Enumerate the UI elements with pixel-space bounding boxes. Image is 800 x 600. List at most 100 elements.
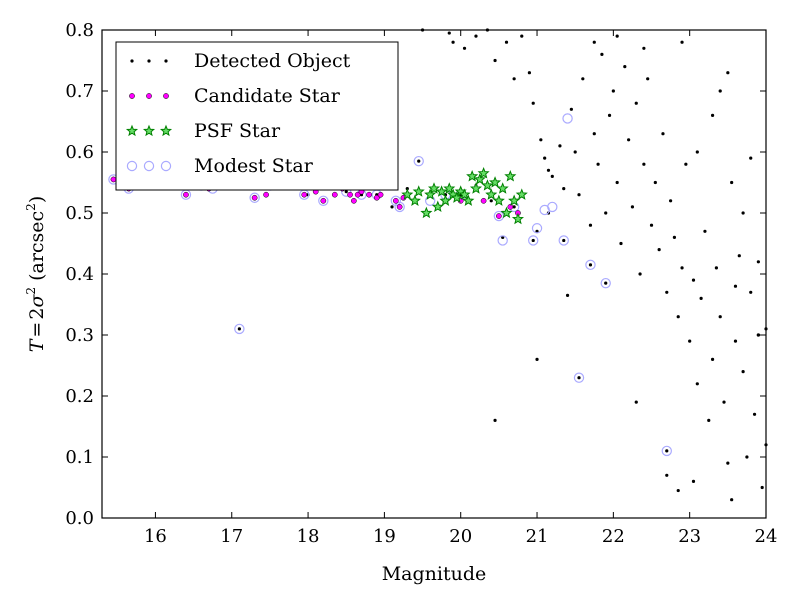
modest-star-point — [390, 195, 402, 206]
y-axis-label-lhs: T — [26, 338, 48, 352]
x-tick-label: 18 — [297, 526, 320, 547]
detected-object-point — [672, 235, 677, 239]
detected-object-point — [756, 260, 760, 264]
detected-object-point — [344, 190, 348, 194]
legend-marker-modest-star — [143, 160, 155, 172]
candidate-star-point — [496, 213, 502, 219]
psf-star-point — [412, 185, 425, 197]
detected-object-point — [462, 46, 467, 50]
modest-star-point — [600, 277, 611, 289]
modest-star-point — [558, 235, 569, 246]
legend-entry-psf-star: PSF Star — [125, 120, 281, 142]
detected-object-point — [680, 40, 684, 44]
detected-object-point — [691, 479, 696, 483]
candidate-star-point — [351, 197, 357, 204]
modest-star-point — [562, 113, 573, 124]
detected-object-point — [615, 34, 619, 38]
candidate-star-point — [347, 191, 353, 198]
detected-object-point — [588, 223, 593, 227]
detected-object-point — [653, 180, 657, 185]
psf-star-point — [420, 206, 433, 219]
y-axis-ticks: 0.0 0.1 0.2 0.3 0.4 0.5 0.6 0.7 0.8 — [65, 20, 766, 529]
psf-star-point — [450, 191, 463, 203]
detected-object-point — [749, 290, 753, 294]
detected-object-point — [550, 174, 554, 178]
detected-object-point — [710, 113, 715, 117]
psf-star-point — [462, 194, 475, 206]
detected-object-point — [714, 266, 718, 270]
psf-star-point — [504, 170, 517, 182]
candidate-star-point — [331, 191, 338, 198]
detected-object-point — [665, 290, 669, 294]
legend: Detected Object Candidate Star PSF Star Mod… — [115, 41, 399, 191]
legend-label-candidate-star: Candidate Star — [194, 85, 341, 107]
candidate-star-point — [263, 191, 269, 198]
detected-object-point — [730, 180, 734, 185]
detected-object-point — [733, 284, 738, 288]
detected-object-point — [691, 278, 696, 282]
x-tick-label: 24 — [755, 526, 778, 547]
detected-object-point — [688, 339, 692, 343]
legend-marker-detected-object — [164, 59, 168, 63]
detected-object-point — [615, 180, 619, 185]
legend-marker-psf-star — [142, 124, 156, 137]
psf-star-point — [466, 170, 479, 182]
detected-object-point — [504, 40, 509, 44]
legend-marker-candidate-star — [146, 93, 152, 99]
legend-box — [115, 41, 399, 191]
detected-object-point — [718, 89, 722, 93]
psf-star-point — [477, 167, 490, 179]
y-tick-label: 0.4 — [65, 264, 94, 285]
detected-object-point — [695, 150, 699, 154]
detected-object-point — [535, 229, 539, 233]
modest-star-point — [413, 155, 424, 167]
legend-marker-candidate-star — [163, 93, 169, 99]
detected-object-point — [707, 418, 711, 422]
detected-object-point — [676, 315, 680, 319]
legend-entry-detected-object: Detected Object — [130, 50, 351, 72]
modest-star-point — [547, 201, 558, 213]
psf-star-point — [424, 188, 437, 200]
psf-star-point — [431, 200, 444, 213]
detected-object-point — [447, 31, 451, 35]
y-tick-label: 0.7 — [65, 81, 94, 102]
legend-marker-psf-star — [159, 124, 173, 137]
detected-object-point — [592, 40, 596, 44]
detected-object-point — [699, 296, 703, 300]
detected-object-point — [451, 40, 455, 44]
detected-object-point — [726, 461, 730, 465]
detected-object-point — [569, 107, 573, 111]
candidate-star-point — [183, 191, 189, 198]
detected-object-point — [741, 370, 745, 374]
detected-object-point — [749, 156, 753, 160]
detected-object-point — [657, 248, 661, 252]
detected-object-point — [493, 418, 497, 422]
legend-marker-psf-star — [125, 124, 139, 137]
modest-star-point — [573, 372, 585, 383]
psf-star-point — [500, 206, 513, 219]
detected-object-point — [527, 71, 532, 75]
detected-object-point — [745, 455, 749, 459]
detected-object-point — [737, 254, 741, 258]
x-axis-ticks: 16 17 18 19 20 21 22 23 24 — [144, 30, 777, 547]
candidate-star-point — [396, 204, 403, 210]
legend-marker-detected-object — [130, 59, 134, 63]
detected-object-point — [646, 77, 650, 81]
detected-object-point — [558, 144, 562, 148]
psf-star-point — [439, 194, 452, 206]
x-tick-label: 21 — [526, 526, 549, 547]
candidate-star-point — [251, 194, 258, 201]
psf-star-point — [496, 182, 509, 194]
detected-object-point — [695, 382, 699, 386]
psf-star-point — [427, 182, 441, 194]
detected-object-point — [726, 71, 730, 75]
detected-object-point — [604, 281, 608, 285]
detected-object-point — [562, 238, 566, 243]
detected-object-point — [535, 357, 539, 361]
x-axis-label: Magnitude — [382, 563, 487, 585]
y-axis-label-unit: arcsec — [26, 211, 48, 274]
legend-label-modest-star: Modest Star — [194, 155, 314, 177]
detected-object-point — [665, 473, 669, 477]
y-axis-label-unit-pow: 2 — [24, 203, 38, 211]
